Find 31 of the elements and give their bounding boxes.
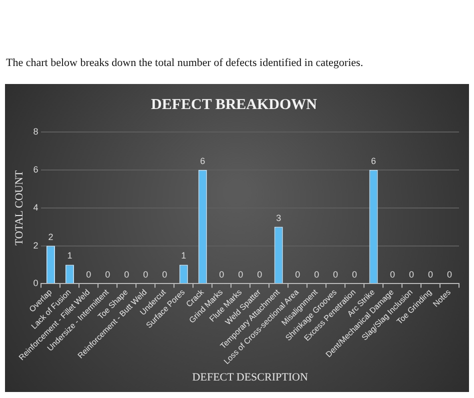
y-tick-label: 8: [33, 126, 38, 136]
data-label: 0: [105, 270, 110, 280]
data-label: 1: [181, 250, 186, 261]
y-tick-label: 2: [33, 240, 38, 250]
data-label: 0: [446, 270, 452, 280]
data-label: 0: [295, 270, 300, 280]
data-label: 0: [219, 270, 224, 280]
text: The chart below breaks down the total number of defects identified in categories.: [6, 57, 364, 69]
y-tick-label: 0: [33, 278, 38, 288]
y-tick-label: 6: [33, 164, 38, 174]
data-label: 0: [162, 270, 168, 280]
x-axis-title: DEFECT DESCRIPTION: [192, 371, 308, 384]
data-label: 0: [390, 270, 396, 280]
data-label: 6: [200, 156, 206, 166]
data-label: 0: [409, 270, 414, 280]
chart-title: DEFECT BREAKDOWN: [151, 96, 318, 113]
data-label: 0: [238, 270, 244, 280]
data-label: 2: [48, 232, 54, 242]
data-label: 0: [124, 270, 130, 280]
data-label: 0: [352, 270, 358, 280]
y-axis-title: TOTAL COUNT: [13, 170, 26, 246]
data-label: 3: [276, 212, 282, 223]
data-label: 6: [371, 156, 376, 166]
data-label: 0: [333, 270, 338, 280]
data-label: 0: [257, 270, 262, 280]
data-label: 0: [86, 270, 92, 280]
data-label: 1: [67, 250, 72, 261]
y-tick-label: 4: [33, 202, 38, 212]
data-label: 0: [428, 270, 434, 280]
data-label: 0: [314, 270, 320, 280]
data-label: 0: [143, 270, 148, 280]
